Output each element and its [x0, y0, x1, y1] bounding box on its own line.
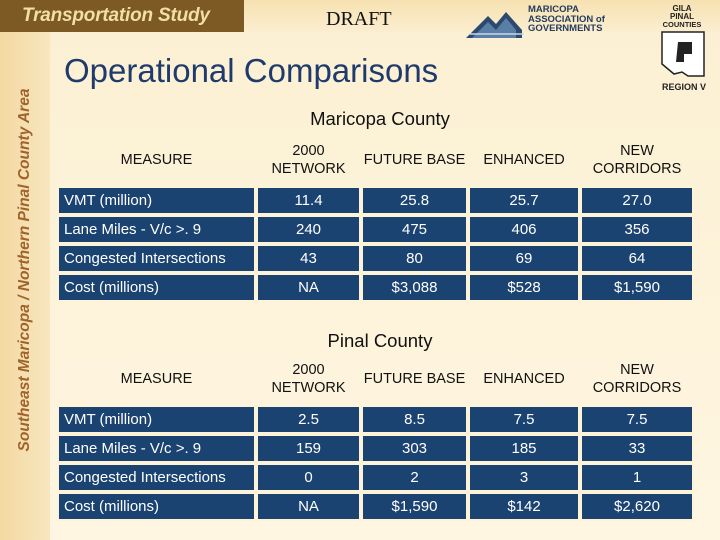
column-header-new-corridors: NEW CORRIDORS — [592, 143, 682, 177]
row-measure: Cost (millions) — [57, 492, 256, 521]
cell-value: 356 — [580, 215, 694, 244]
cell-value: 7.5 — [468, 405, 580, 434]
cell-value: NA — [256, 273, 361, 302]
cell-value: 33 — [580, 434, 694, 463]
table-header-row: MEASURE 2000 NETWORK FUTURE BASE ENHANCE… — [57, 353, 694, 405]
table-header-row: MEASURE 2000 NETWORK FUTURE BASE ENHANCE… — [57, 134, 694, 186]
cell-value: 7.5 — [580, 405, 694, 434]
table-row: Cost (millions) NA $3,088 $528 $1,590 — [57, 273, 694, 302]
cell-value: $1,590 — [580, 273, 694, 302]
gila-logo-line-2: PINAL — [670, 12, 694, 21]
cell-value: 64 — [580, 244, 694, 273]
row-measure: Congested Intersections — [57, 244, 256, 273]
cell-value: $3,088 — [361, 273, 468, 302]
row-measure: VMT (million) — [57, 186, 256, 215]
row-measure: Lane Miles - V/c >. 9 — [57, 434, 256, 463]
cell-value: 80 — [361, 244, 468, 273]
cell-value: 69 — [468, 244, 580, 273]
cell-value: $142 — [468, 492, 580, 521]
cell-value: $528 — [468, 273, 580, 302]
cell-value: 8.5 — [361, 405, 468, 434]
maricopa-table: MEASURE 2000 NETWORK FUTURE BASE ENHANCE… — [57, 134, 694, 302]
gila-logo-line-3: COUNTIES — [663, 20, 702, 29]
cell-value: 25.8 — [361, 186, 468, 215]
cell-value: 25.7 — [468, 186, 580, 215]
study-title: Transportation Study — [22, 5, 210, 26]
mag-line-2: ASSOCIATION of — [528, 13, 605, 25]
mag-line-3: GOVERNMENTS — [528, 23, 603, 34]
cell-value: 3 — [468, 463, 580, 492]
row-measure: Cost (millions) — [57, 273, 256, 302]
cell-value: 43 — [256, 244, 361, 273]
table-row: Cost (millions) NA $1,590 $142 $2,620 — [57, 492, 694, 521]
column-header-2000-network: 2000 NETWORK — [271, 143, 346, 177]
cell-value: 2 — [361, 463, 468, 492]
column-header-enhanced: ENHANCED — [483, 152, 565, 168]
mag-logo-text: MARICOPA ASSOCIATION of GOVERNMENTS — [528, 5, 605, 34]
cell-value: 2.5 — [256, 405, 361, 434]
column-header-2000-network: 2000 NETWORK — [271, 362, 346, 396]
draft-label: DRAFT — [326, 8, 392, 30]
table-row: VMT (million) 11.4 25.8 25.7 27.0 — [57, 186, 694, 215]
column-header-future-base: FUTURE BASE — [363, 371, 466, 387]
sidebar: Southeast Maricopa / Northern Pinal Coun… — [0, 0, 50, 540]
cell-value: 1 — [580, 463, 694, 492]
row-measure: Congested Intersections — [57, 463, 256, 492]
cell-value: 240 — [256, 215, 361, 244]
cell-value: 475 — [361, 215, 468, 244]
pinal-table: MEASURE 2000 NETWORK FUTURE BASE ENHANCE… — [57, 353, 694, 521]
page-title: Operational Comparisons — [64, 52, 439, 89]
cell-value: 159 — [256, 434, 361, 463]
cell-value: $2,620 — [580, 492, 694, 521]
cell-value: 406 — [468, 215, 580, 244]
cell-value: $1,590 — [361, 492, 468, 521]
table-row: VMT (million) 2.5 8.5 7.5 7.5 — [57, 405, 694, 434]
study-title-tab: Transportation Study — [0, 0, 244, 32]
gila-pinal-logo: GILA PINAL COUNTIES REGION V — [661, 4, 706, 92]
cell-value: 185 — [468, 434, 580, 463]
column-header-enhanced: ENHANCED — [483, 371, 565, 387]
mag-logo — [466, 12, 524, 38]
cell-value: 0 — [256, 463, 361, 492]
table-row: Congested Intersections 43 80 69 64 — [57, 244, 694, 273]
section-title-pinal: Pinal County — [327, 330, 433, 351]
cell-value: 303 — [361, 434, 468, 463]
row-measure: Lane Miles - V/c >. 9 — [57, 215, 256, 244]
row-measure: VMT (million) — [57, 405, 256, 434]
column-header-new-corridors: NEW CORRIDORS — [592, 362, 682, 396]
table-row: Congested Intersections 0 2 3 1 — [57, 463, 694, 492]
cell-value: 27.0 — [580, 186, 694, 215]
section-title-maricopa: Maricopa County — [310, 108, 450, 129]
gila-logo-line-4: REGION V — [662, 82, 706, 92]
table-row: Lane Miles - V/c >. 9 240 475 406 356 — [57, 215, 694, 244]
cell-value: 11.4 — [256, 186, 361, 215]
column-header-measure: MEASURE — [120, 152, 193, 168]
table-row: Lane Miles - V/c >. 9 159 303 185 33 — [57, 434, 694, 463]
column-header-future-base: FUTURE BASE — [363, 152, 466, 168]
gila-logo-line-1: GILA — [672, 4, 691, 13]
cell-value: NA — [256, 492, 361, 521]
sidebar-study-area-text: Southeast Maricopa / Northern Pinal Coun… — [16, 88, 33, 452]
mag-line-1: MARICOPA — [528, 4, 580, 15]
column-header-measure: MEASURE — [120, 371, 193, 387]
